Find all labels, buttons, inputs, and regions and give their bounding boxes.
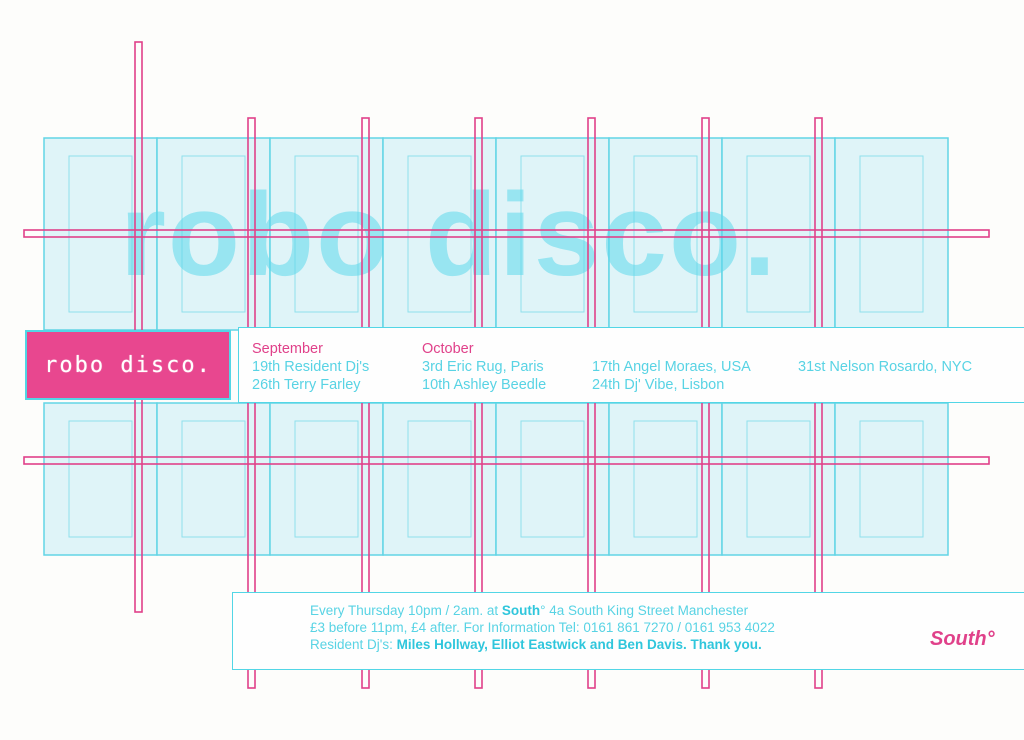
cross-tile bbox=[721, 402, 836, 556]
schedule-panel bbox=[238, 327, 1024, 403]
cross-tile bbox=[495, 137, 610, 331]
cross-tile bbox=[43, 137, 158, 331]
pink-grid-line bbox=[23, 229, 990, 238]
cross-tile bbox=[608, 137, 723, 331]
cross-tile-notch bbox=[181, 155, 246, 313]
pink-grid-line bbox=[361, 117, 370, 689]
cross-tile-notch bbox=[633, 155, 698, 313]
cross-tile-notch bbox=[68, 155, 133, 313]
cross-tile bbox=[156, 137, 271, 331]
resident-djs: Miles Hollway, Elliot Eastwick and Ben D… bbox=[396, 637, 762, 652]
cross-tile-notch bbox=[746, 155, 811, 313]
pink-grid-line bbox=[23, 456, 990, 465]
cross-tile bbox=[43, 402, 158, 556]
cross-tile-notch bbox=[181, 420, 246, 538]
cross-tile-notch bbox=[294, 420, 359, 538]
pink-grid-line bbox=[247, 117, 256, 689]
pink-grid-line bbox=[701, 117, 710, 689]
cross-tile-notch bbox=[859, 420, 924, 538]
cross-tile bbox=[834, 402, 949, 556]
info-text: ° 4a South King Street Manchester bbox=[540, 603, 749, 618]
event-date: 26th Terry Farley bbox=[252, 377, 361, 393]
month-september: September bbox=[252, 341, 323, 357]
cross-tile bbox=[608, 402, 723, 556]
info-text: Every Thursday 10pm / 2am. at bbox=[310, 603, 502, 618]
event-date: 24th Dj' Vibe, Lisbon bbox=[592, 377, 725, 393]
cross-tile-pattern bbox=[43, 137, 949, 556]
cross-tile-notch bbox=[520, 420, 585, 538]
pink-grid-line bbox=[474, 117, 483, 689]
logo-text: robo disco. bbox=[44, 352, 212, 378]
south-venue-logo: South° bbox=[930, 628, 995, 650]
event-date: 17th Angel Moraes, USA bbox=[592, 359, 751, 375]
cross-tile bbox=[382, 137, 497, 331]
watermark-text: robo disco. bbox=[120, 169, 778, 301]
robo-disco-logo: robo disco. bbox=[25, 330, 231, 400]
cross-tile-notch bbox=[633, 420, 698, 538]
event-date: 3rd Eric Rug, Paris bbox=[422, 359, 544, 375]
info-panel bbox=[232, 592, 1024, 670]
info-line-2: £3 before 11pm, £4 after. For Informatio… bbox=[310, 620, 775, 635]
venue-name: South bbox=[501, 603, 541, 618]
cross-tile-notch bbox=[746, 420, 811, 538]
pink-grid-line bbox=[587, 117, 596, 689]
month-october: October bbox=[422, 341, 474, 357]
cross-tile bbox=[156, 402, 271, 556]
event-date: 19th Resident Dj's bbox=[252, 359, 370, 375]
info-line-1: Every Thursday 10pm / 2am. at South° 4a … bbox=[310, 602, 748, 619]
cross-tile-notch bbox=[294, 155, 359, 313]
cross-tile-notch bbox=[68, 420, 133, 538]
october-column-3: 31st Nelson Rosardo, NYC bbox=[798, 358, 972, 376]
cross-tile-notch bbox=[859, 155, 924, 313]
october-column-2: 17th Angel Moraes, USA 24th Dj' Vibe, Li… bbox=[592, 358, 751, 394]
pink-grid-line bbox=[134, 41, 143, 613]
cross-tile bbox=[382, 402, 497, 556]
cross-tile bbox=[721, 137, 836, 331]
cross-tile bbox=[269, 402, 384, 556]
cross-tile bbox=[495, 402, 610, 556]
cross-tile-notch bbox=[407, 155, 472, 313]
pink-grid-line bbox=[814, 117, 823, 689]
info-text: Resident Dj's: bbox=[310, 637, 397, 652]
cross-tile bbox=[834, 137, 949, 331]
pink-grid-lines bbox=[23, 41, 990, 689]
september-column: September 19th Resident Dj's 26th Terry … bbox=[252, 340, 369, 394]
cross-tile bbox=[269, 137, 384, 331]
october-column-1: October 3rd Eric Rug, Paris 10th Ashley … bbox=[422, 340, 546, 394]
cross-tile-notch bbox=[520, 155, 585, 313]
info-line-3: Resident Dj's: Miles Hollway, Elliot Eas… bbox=[310, 636, 762, 653]
event-date: 31st Nelson Rosardo, NYC bbox=[798, 359, 973, 375]
cross-tile-notch bbox=[407, 420, 472, 538]
event-date: 10th Ashley Beedle bbox=[422, 377, 547, 393]
